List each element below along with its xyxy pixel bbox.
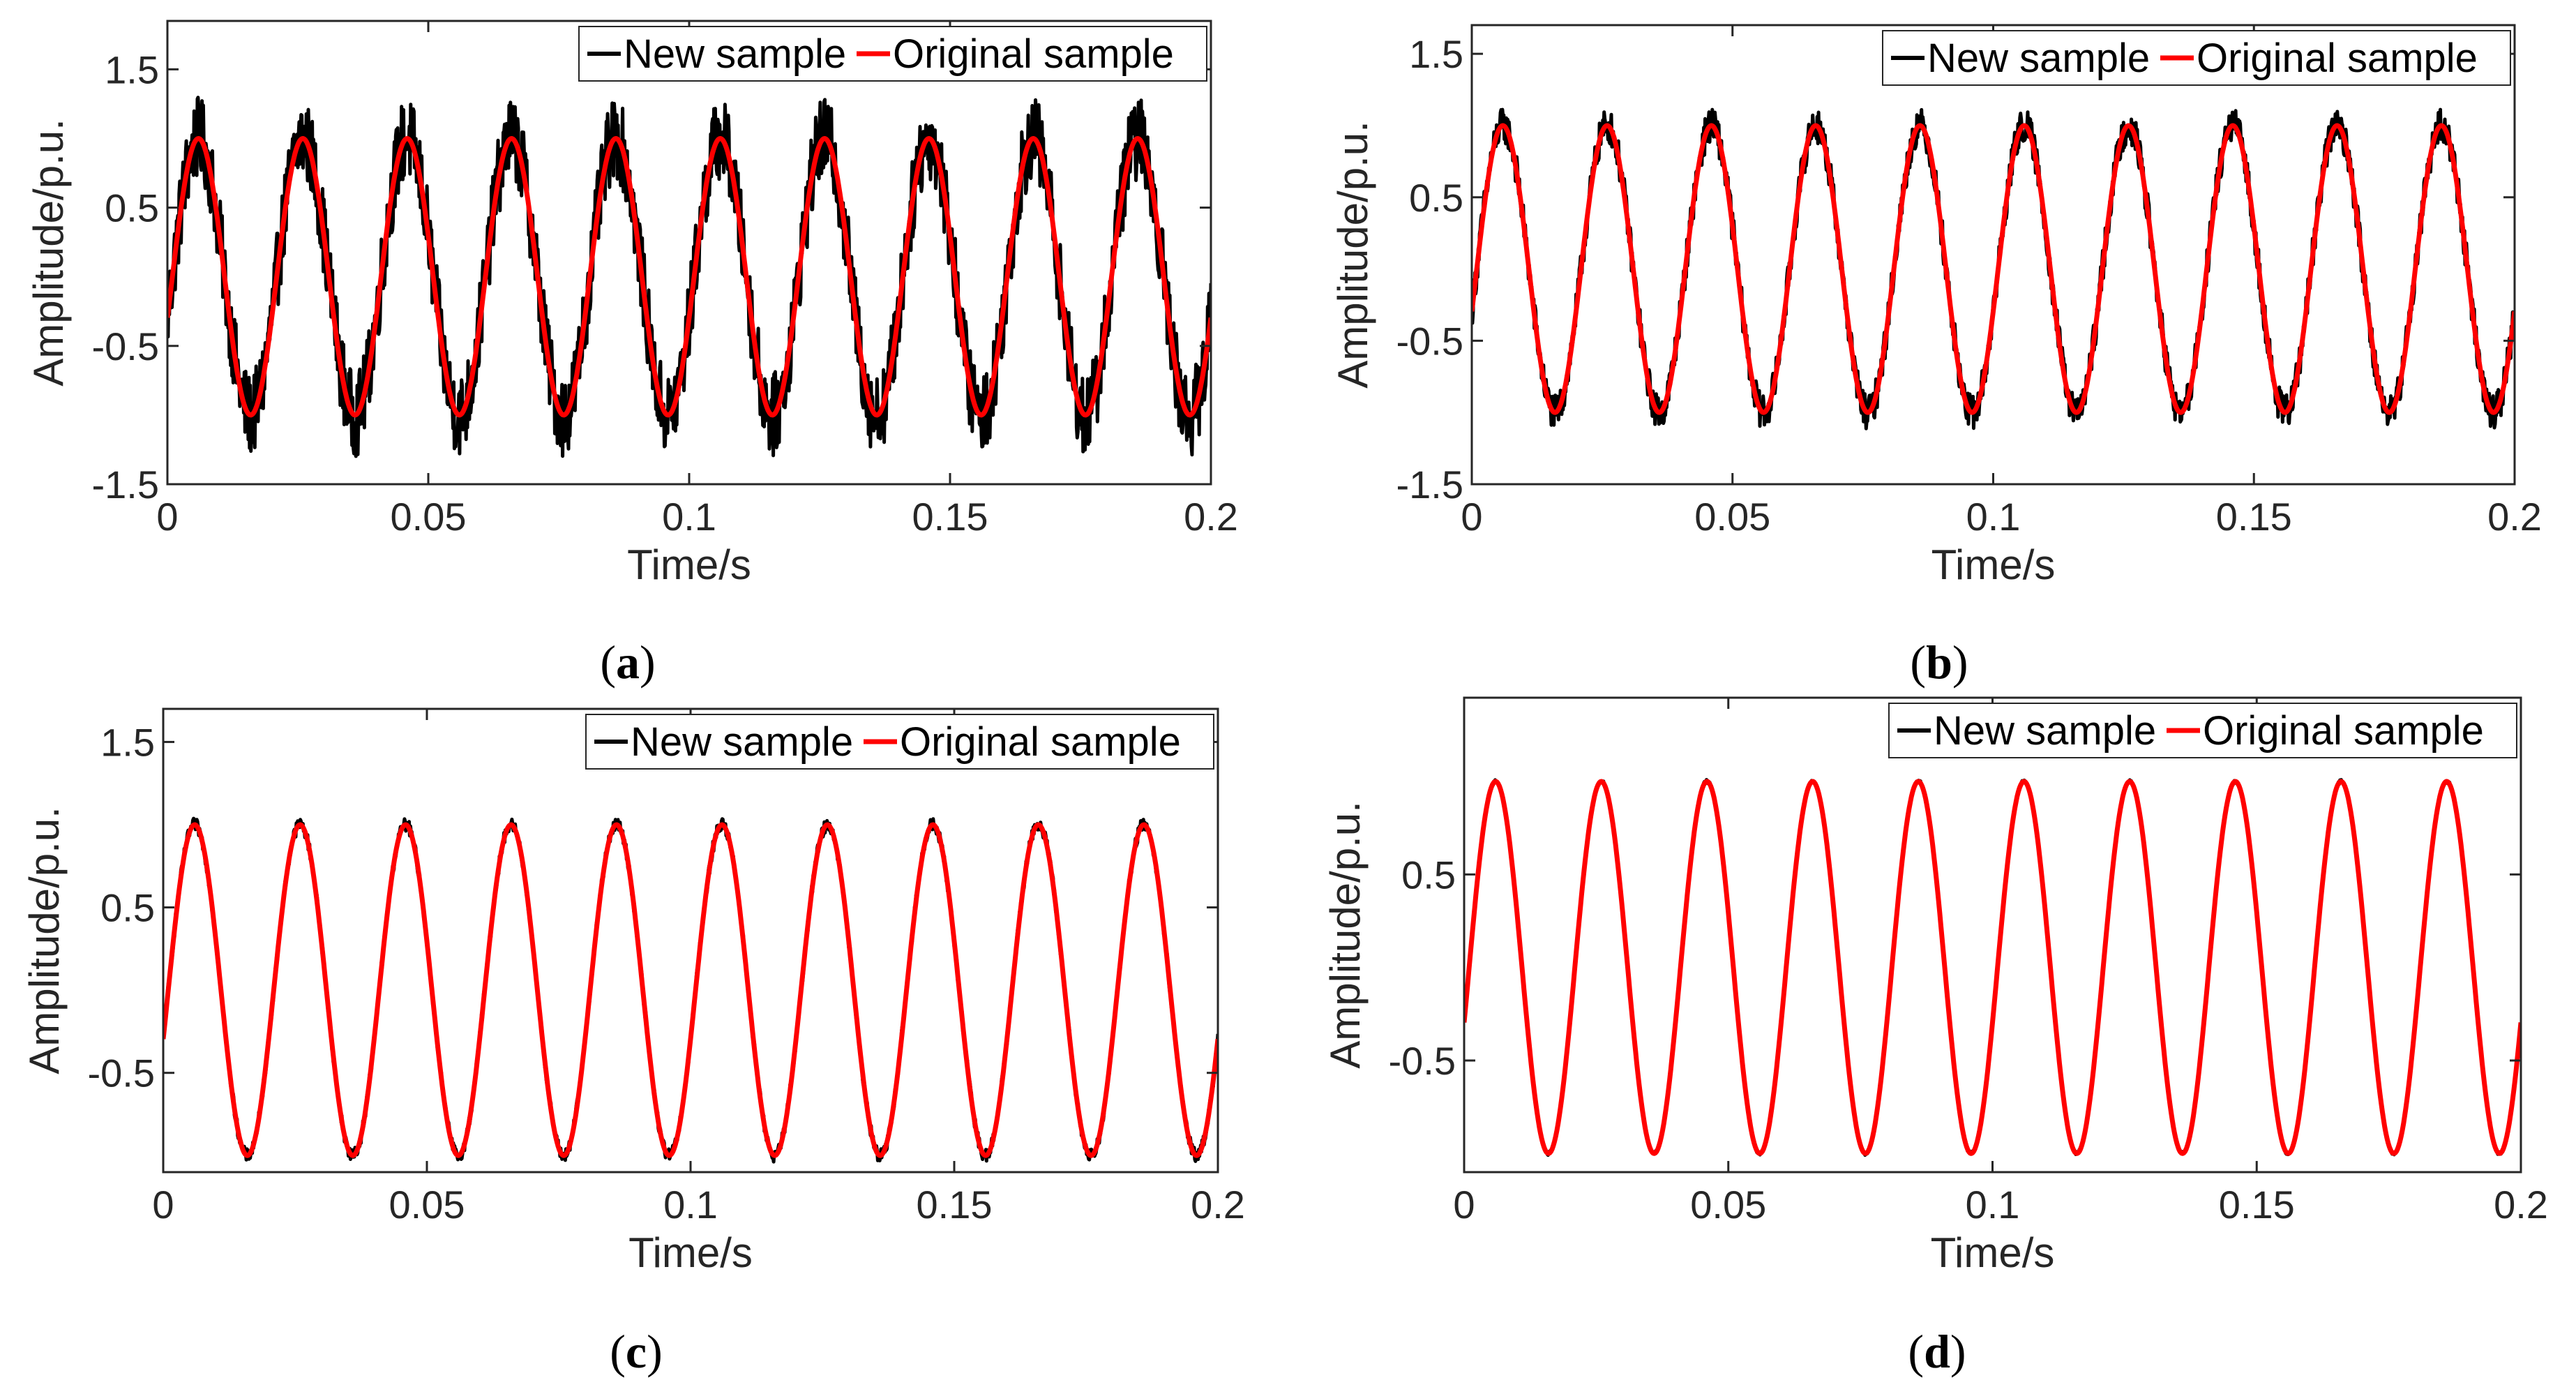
y-tick-label: -0.5 bbox=[92, 324, 160, 368]
x-tick-label: 0.05 bbox=[1690, 1183, 1766, 1227]
caption-letter: c bbox=[626, 1325, 647, 1378]
y-axis-label: Amplitude/p.u. bbox=[1330, 121, 1376, 389]
x-tick-label: 0 bbox=[152, 1183, 174, 1227]
legend-box bbox=[1882, 30, 2511, 86]
chart-panel-d: 0 0.05 0.1 0.15 0.2 -0.5 0.5 Time/s Amplitude/p.… bbox=[1322, 696, 2548, 1378]
series-line-new-sample bbox=[163, 816, 1218, 1164]
legend-label-new-sample: New sample bbox=[1927, 36, 2150, 81]
panel-caption: (d) bbox=[1908, 1325, 1966, 1378]
x-tick-label: 0.1 bbox=[1966, 495, 2021, 539]
x-tick-label: 0.15 bbox=[2216, 495, 2292, 539]
legend-box bbox=[1888, 703, 2517, 758]
legend-label-original-sample: Original sample bbox=[893, 31, 1174, 77]
y-axis-label: Amplitude/p.u. bbox=[1322, 801, 1369, 1069]
axes-box bbox=[1470, 24, 2516, 486]
caption-close: ) bbox=[647, 1325, 663, 1378]
x-tick-label: 0.05 bbox=[389, 1183, 465, 1227]
x-tick-label: 0.2 bbox=[2487, 495, 2542, 539]
caption-letter: a bbox=[616, 636, 640, 689]
series-line-original-sample bbox=[163, 822, 1218, 1158]
series-line-original-sample bbox=[1472, 123, 2515, 415]
x-tick-label: 0.2 bbox=[1184, 495, 1238, 539]
x-tick-label: 0 bbox=[156, 495, 178, 539]
y-tick-label: 0.5 bbox=[100, 886, 155, 930]
series-line-new-sample bbox=[1464, 778, 2521, 1157]
y-tick-label: 1.5 bbox=[1409, 32, 1463, 76]
x-axis-label: Time/s bbox=[627, 541, 751, 588]
y-tick-label: -1.5 bbox=[92, 463, 160, 507]
y-axis-label: Amplitude/p.u. bbox=[25, 119, 72, 387]
x-tick-label: 0.05 bbox=[391, 495, 467, 539]
x-tick-label: 0.05 bbox=[1694, 495, 1770, 539]
caption-close: ) bbox=[640, 636, 656, 689]
y-tick-label: 1.5 bbox=[100, 720, 155, 764]
legend-label-new-sample: New sample bbox=[631, 719, 853, 765]
x-axis-label: Time/s bbox=[1931, 1229, 2055, 1276]
panel-caption: (a) bbox=[600, 636, 655, 689]
x-tick-label: 0.15 bbox=[917, 1183, 993, 1227]
caption-open: ( bbox=[600, 636, 616, 689]
chart-panel-b: 0 0.05 0.1 0.15 0.2 -1.5 -0.5 0.5 1.5 Time/s Ampli… bbox=[1330, 24, 2542, 689]
legend-label-new-sample: New sample bbox=[1934, 708, 2156, 754]
caption-open: ( bbox=[610, 1325, 626, 1378]
legend-label-original-sample: Original sample bbox=[2203, 708, 2484, 754]
x-axis-label: Time/s bbox=[628, 1229, 753, 1276]
y-tick-label: -0.5 bbox=[1396, 319, 1464, 363]
y-axis-label: Amplitude/p.u. bbox=[21, 807, 68, 1074]
caption-close: ) bbox=[1950, 1325, 1966, 1378]
y-tick-label: 0.5 bbox=[1409, 176, 1463, 220]
chart-panel-c: 0 0.05 0.1 0.15 0.2 -0.5 0.5 1.5 Time/s Amplitude… bbox=[21, 707, 1245, 1378]
series-line-new-sample bbox=[1472, 107, 2515, 430]
y-tick-label: -0.5 bbox=[88, 1051, 156, 1095]
caption-close: ) bbox=[1952, 636, 1968, 689]
caption-open: ( bbox=[1908, 1325, 1924, 1378]
x-tick-label: 0 bbox=[1461, 495, 1482, 539]
series-line-original-sample bbox=[167, 136, 1211, 418]
y-tick-label: -1.5 bbox=[1396, 463, 1464, 507]
series-line-original-sample bbox=[1464, 779, 2521, 1156]
x-tick-label: 0.1 bbox=[662, 495, 716, 539]
x-tick-label: 0.2 bbox=[2494, 1183, 2548, 1227]
x-tick-label: 0.1 bbox=[663, 1183, 718, 1227]
x-tick-label: 0.1 bbox=[1966, 1183, 2020, 1227]
chart-panel-a: 0 0.05 0.1 0.15 0.2 -1.5 -0.5 0.5 1.5 Time/s Ampli… bbox=[25, 20, 1238, 689]
legend-label-new-sample: New sample bbox=[624, 31, 846, 77]
caption-letter: d bbox=[1924, 1325, 1950, 1378]
legend-label-original-sample: Original sample bbox=[900, 719, 1181, 765]
x-axis-label: Time/s bbox=[1931, 541, 2056, 588]
legend-box bbox=[585, 714, 1214, 770]
x-tick-label: 0.15 bbox=[912, 495, 988, 539]
y-tick-label: 0.5 bbox=[105, 186, 159, 230]
y-tick-label: 0.5 bbox=[1401, 853, 1456, 897]
caption-open: ( bbox=[1910, 636, 1926, 689]
legend-box bbox=[578, 26, 1207, 82]
x-tick-label: 0.15 bbox=[2219, 1183, 2295, 1227]
legend-label-original-sample: Original sample bbox=[2197, 36, 2478, 81]
panel-caption: (c) bbox=[610, 1325, 663, 1378]
y-tick-label: -0.5 bbox=[1389, 1039, 1456, 1083]
x-tick-label: 0.2 bbox=[1191, 1183, 1245, 1227]
panel-caption: (b) bbox=[1910, 636, 1968, 689]
y-tick-label: 1.5 bbox=[105, 47, 159, 91]
x-tick-label: 0 bbox=[1453, 1183, 1475, 1227]
caption-letter: b bbox=[1926, 636, 1952, 689]
series-line-new-sample bbox=[167, 96, 1211, 458]
